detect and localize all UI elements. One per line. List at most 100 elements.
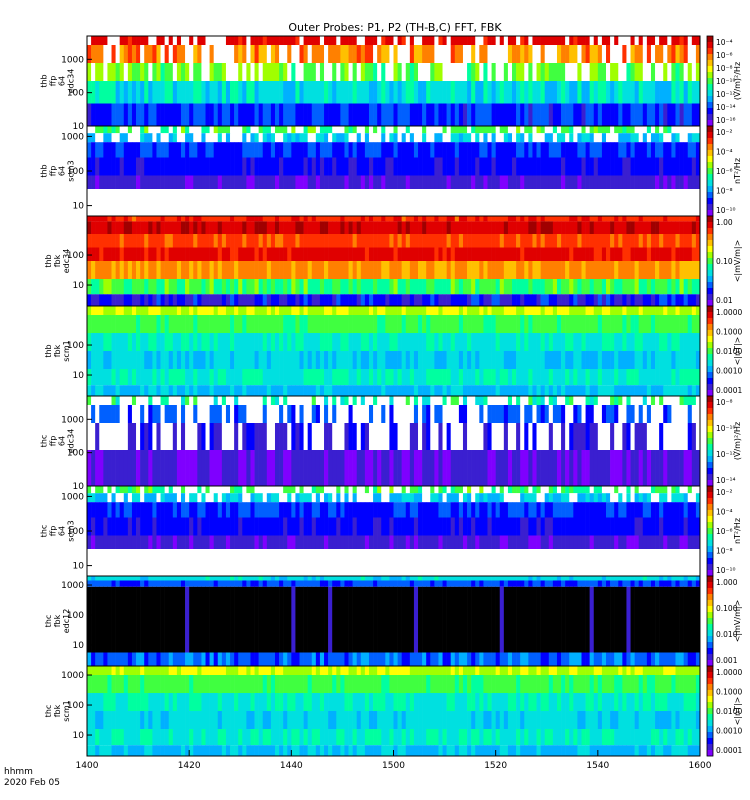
spectrogram-cell — [458, 216, 464, 222]
spectrogram-cell — [462, 423, 468, 450]
spectrogram-cell — [687, 142, 693, 158]
spectrogram-cell — [397, 450, 402, 486]
spectrogram-cell — [115, 63, 120, 81]
spectrogram-cell — [168, 279, 174, 295]
spectrogram-cell — [385, 142, 390, 158]
spectrogram-cell — [91, 369, 96, 386]
spectrogram-cell — [152, 279, 157, 295]
spectrogram-cell — [548, 45, 554, 63]
spectrogram-cell — [348, 517, 353, 536]
spectrogram-cell — [471, 279, 476, 295]
spectrogram-cell — [483, 133, 488, 143]
spectrogram-cell — [332, 36, 337, 45]
spectrogram-cell — [242, 142, 247, 158]
spectrogram-cell — [87, 351, 92, 369]
spectrogram-cell — [295, 216, 300, 222]
spectrogram-cell — [197, 502, 202, 518]
spectrogram-cell — [483, 450, 488, 486]
spectrogram-cell — [340, 45, 345, 63]
spectrogram-cell — [532, 486, 537, 494]
spectrogram-cell — [520, 315, 525, 333]
spectrogram-cell — [659, 423, 664, 450]
spectrogram-cell — [87, 157, 92, 176]
spectrogram-cell — [405, 486, 411, 494]
spectrogram-cell — [655, 351, 660, 369]
spectrogram-cell — [213, 369, 219, 386]
spectrogram-cell — [418, 493, 423, 503]
spectrogram-cell — [136, 63, 141, 81]
spectrogram-cell — [454, 63, 460, 81]
spectrogram-cell — [413, 423, 419, 450]
spectrogram-cell — [164, 221, 170, 234]
spectrogram-cell — [483, 142, 488, 158]
spectrogram-cell — [695, 216, 701, 222]
spectrogram-cell — [610, 81, 615, 104]
spectrogram-cell — [589, 36, 595, 45]
spectrogram-cell — [324, 396, 329, 405]
spectrogram-cell — [160, 450, 165, 486]
spectrogram-cell — [671, 423, 676, 450]
spectrogram-cell — [491, 396, 496, 405]
spectrogram-cell — [475, 133, 480, 143]
spectrogram-cell — [283, 81, 288, 104]
spectrogram-cell — [180, 486, 186, 494]
spectrogram-cell — [340, 351, 345, 369]
spectrogram-cell — [213, 315, 219, 333]
spectrogram-cell — [409, 157, 415, 176]
spectrogram-cell — [385, 333, 390, 351]
spectrogram-cell — [295, 385, 300, 396]
ytick-label: 1000 — [61, 415, 84, 425]
spectrogram-cell — [201, 405, 206, 423]
spectrogram-cell — [499, 306, 505, 315]
spectrogram-cell — [458, 126, 464, 134]
spectrogram-cell — [695, 175, 701, 189]
spectrogram-cell — [397, 351, 402, 369]
spectrogram-cell — [585, 157, 590, 176]
spectrogram-cell — [413, 234, 419, 248]
spectrogram-cell — [311, 450, 317, 486]
spectrogram-cell — [642, 502, 648, 518]
spectrogram-cell — [687, 517, 693, 536]
spectrogram-cell — [119, 423, 125, 450]
spectrogram-cell — [454, 247, 460, 261]
spectrogram-cell — [458, 486, 464, 494]
spectrogram-cell — [311, 261, 317, 279]
spectrogram-cell — [622, 315, 627, 333]
spectrogram-cell — [471, 306, 476, 315]
spectrogram-cell — [479, 103, 484, 126]
spectrogram-cell — [258, 315, 264, 333]
spectrogram-cell — [430, 385, 435, 396]
spectrogram-cell — [95, 221, 100, 234]
spectrogram-cell — [123, 279, 129, 295]
spectrogram-cell — [144, 369, 149, 386]
spectrogram-cell — [270, 216, 276, 222]
spectrogram-cell — [385, 103, 390, 126]
spectrogram-cell — [540, 396, 546, 405]
spectrogram-cell — [610, 493, 615, 503]
spectrogram-cell — [274, 369, 280, 386]
spectrogram-cell — [123, 385, 129, 396]
spectrogram-cell — [385, 396, 390, 405]
spectrogram-cell — [552, 126, 558, 134]
spectrogram-cell — [687, 385, 693, 396]
spectrogram-cell — [540, 279, 546, 295]
spectrogram-cell — [512, 423, 517, 450]
spectrogram-cell — [311, 423, 317, 450]
spectrogram-cell — [381, 486, 386, 494]
spectrogram-cell — [274, 517, 280, 536]
spectrogram-cell — [254, 306, 259, 315]
spectrogram-cell — [556, 502, 562, 518]
spectrogram-cell — [646, 502, 652, 518]
spectrogram-cell — [446, 36, 452, 45]
colorbar-swatch — [707, 264, 713, 271]
spectrogram-cell — [127, 175, 133, 189]
spectrogram-cell — [528, 405, 533, 423]
colorbar-swatch — [707, 372, 713, 379]
spectrogram-cell — [238, 279, 243, 295]
spectrogram-cell — [601, 175, 607, 189]
spectrogram-cell — [193, 385, 198, 396]
spectrogram-cell — [176, 315, 182, 333]
spectrogram-cell — [569, 157, 574, 176]
spectrogram-cell — [87, 517, 92, 536]
spectrogram-cell — [475, 126, 480, 134]
